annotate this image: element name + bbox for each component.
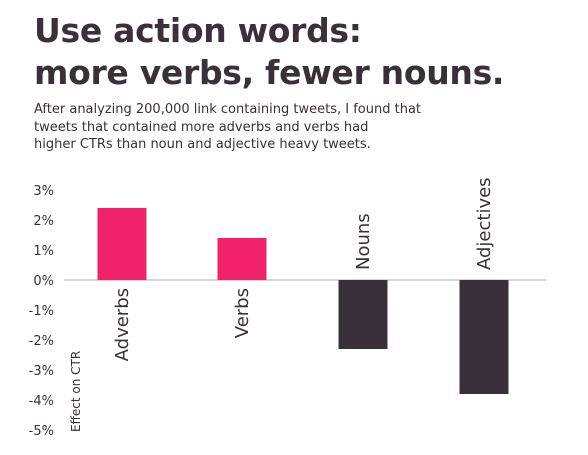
y-tick-label: -2% xyxy=(29,334,54,349)
title-line-2: more verbs, fewer nouns. xyxy=(34,53,505,92)
y-tick-label: 2% xyxy=(33,214,54,229)
y-tick-label: -3% xyxy=(29,364,54,379)
bar-adjectives xyxy=(459,280,509,394)
y-axis-label: Effect on CTR xyxy=(69,351,83,432)
page-title: Use action words: more verbs, fewer noun… xyxy=(34,10,504,94)
category-label-verbs: Verbs xyxy=(232,288,253,338)
subtitle-line-3: higher CTRs than noun and adjective heav… xyxy=(34,137,371,152)
category-label-adjectives: Adjectives xyxy=(474,177,495,270)
y-tick-label: -1% xyxy=(29,304,54,319)
subtitle-line-2: tweets that contained more adverbs and v… xyxy=(34,119,369,135)
y-tick-label: -4% xyxy=(29,394,54,409)
y-tick-label: 3% xyxy=(33,184,54,199)
subtitle: After analyzing 200,000 link containing … xyxy=(34,101,574,154)
y-tick-label: 0% xyxy=(33,274,54,289)
category-label-nouns: Nouns xyxy=(353,213,374,270)
bar-verbs xyxy=(217,238,267,280)
y-tick-label: -5% xyxy=(29,424,54,439)
title-line-1: Use action words: xyxy=(34,11,362,50)
bar-adverbs xyxy=(97,208,147,280)
subtitle-line-1: After analyzing 200,000 link containing … xyxy=(34,102,422,117)
category-label-adverbs: Adverbs xyxy=(112,288,133,361)
y-tick-label: 1% xyxy=(33,244,54,259)
bar-nouns xyxy=(338,280,388,349)
